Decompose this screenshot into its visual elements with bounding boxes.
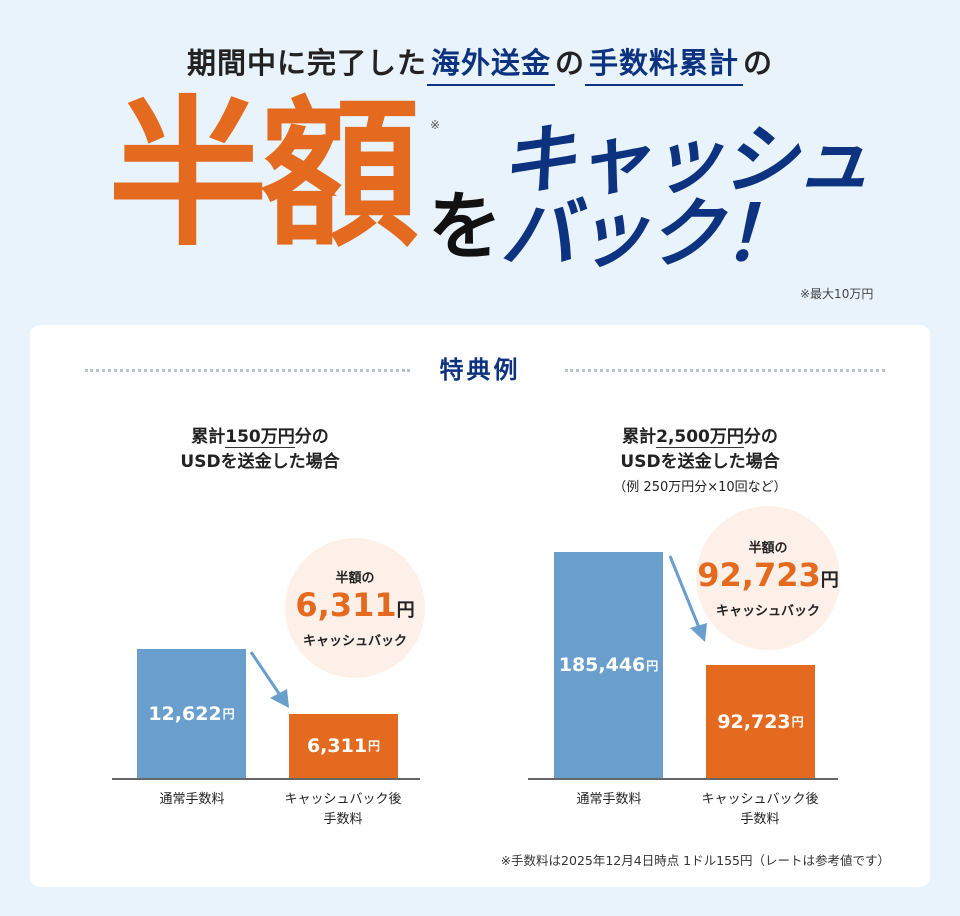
callout-circle-right: 半額の 92,723円 キャッシュバック xyxy=(696,506,840,650)
hero-particle: を xyxy=(428,184,502,270)
callout-top: 半額の xyxy=(335,571,375,586)
bar-regular-fee-left: 12,622 円 xyxy=(137,649,246,778)
category-text: 手数料 xyxy=(323,812,363,827)
max-note: ※最大10万円 xyxy=(800,287,874,301)
x-axis-left xyxy=(112,778,420,780)
bar-unit: 円 xyxy=(222,707,235,721)
heading-amount: 2,500万円 xyxy=(656,427,744,448)
x-axis-right xyxy=(528,778,838,780)
bar-after-cashback-left: 6,311 円 xyxy=(289,713,398,778)
chart-heading-right: 累計2,500万円分の USDを送金した場合 （例 250万円分×10回など） xyxy=(545,425,855,500)
bar-value-label: 6,311 xyxy=(306,734,368,757)
heading-text: 累計 xyxy=(191,427,226,447)
category-label: キャッシュバック後 手数料 xyxy=(690,790,830,830)
arrow-down-right-icon xyxy=(668,555,707,642)
bar-after-cashback-right: 92,723 円 xyxy=(706,665,815,778)
dotted-divider-right xyxy=(565,369,885,372)
chart-heading-left: 累計150万円分の USDを送金した場合 xyxy=(110,425,410,475)
heading-line2: USDを送金した場合 xyxy=(180,452,340,472)
heading-text: 分の xyxy=(743,427,778,447)
heading-line2: USDを送金した場合 xyxy=(620,452,780,472)
heading-text: 累計 xyxy=(622,427,657,447)
bar-regular-fee-right: 185,446 円 xyxy=(554,552,663,778)
callout-value: 6,311 xyxy=(295,586,397,624)
dotted-divider-left xyxy=(85,369,410,372)
category-text: 通常手数料 xyxy=(576,792,642,807)
category-text: 手数料 xyxy=(740,812,780,827)
footnote: ※手数料は2025年12月4日時点 1ドル155円（レートは参考値です） xyxy=(500,853,890,868)
bar-value-label: 185,446 xyxy=(558,654,646,676)
bar-unit: 円 xyxy=(791,715,804,729)
category-label: 通常手数料 xyxy=(539,790,679,810)
callout-unit: 円 xyxy=(396,600,415,621)
bar-unit: 円 xyxy=(646,658,659,673)
bar-value-label: 92,723 xyxy=(717,710,791,733)
headline-text: の xyxy=(743,46,774,80)
category-text: 通常手数料 xyxy=(159,792,225,807)
callout-value: 92,723 xyxy=(697,556,821,594)
category-text: キャッシュバック後 xyxy=(284,792,402,807)
category-label: キャッシュバック後 手数料 xyxy=(273,790,413,830)
bar-value-label: 12,622 xyxy=(148,702,222,725)
card-title: 特典例 xyxy=(439,356,521,384)
callout-circle-left: 半額の 6,311円 キャッシュバック xyxy=(285,538,425,678)
callout-bottom: キャッシュバック xyxy=(302,634,407,649)
headline-highlight-fees: 手数料累計 xyxy=(585,46,744,86)
headline-text: の xyxy=(554,46,585,80)
callout-bottom: キャッシュバック xyxy=(715,604,820,619)
headline-highlight-remittance: 海外送金 xyxy=(426,46,555,86)
callout-top: 半額の xyxy=(748,541,788,556)
bar-unit: 円 xyxy=(368,739,381,754)
heading-sub: （例 250万円分×10回など） xyxy=(613,480,787,495)
callout-unit: 円 xyxy=(820,570,839,591)
category-label: 通常手数料 xyxy=(122,790,262,810)
headline-text: 期間中に完了した xyxy=(186,46,427,80)
hero-half: 半額 xyxy=(108,81,420,268)
headline: 期間中に完了した 海外送金の手数料累計の xyxy=(0,40,960,86)
arrow-down-right-icon xyxy=(249,651,289,708)
hero-note-mark: ※ xyxy=(430,118,441,132)
heading-amount: 150万円 xyxy=(225,427,295,448)
heading-text: 分の xyxy=(294,427,329,447)
hero-cashback-line2: バック！ xyxy=(500,189,798,278)
category-text: キャッシュバック後 xyxy=(701,792,819,807)
hero-cashback-line1: キャッシュ xyxy=(500,115,872,204)
